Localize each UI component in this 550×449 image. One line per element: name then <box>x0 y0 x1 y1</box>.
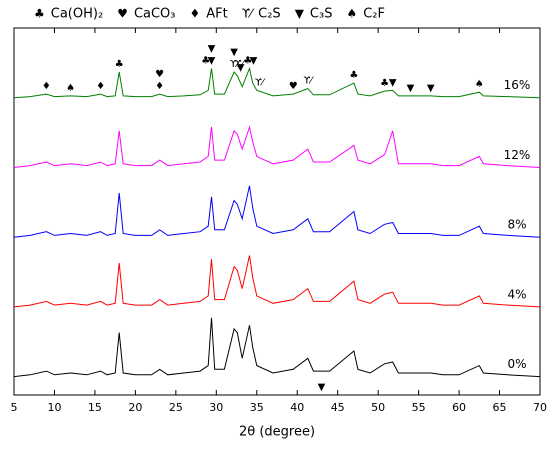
series-line <box>13 66 541 99</box>
peak-marker: ♦ <box>155 81 164 92</box>
peak-marker: ♥ <box>155 69 164 80</box>
legend-symbol: ♣ <box>34 7 45 21</box>
x-tick-label: 15 <box>88 401 102 414</box>
legend-label: C₂S <box>258 7 281 22</box>
x-axis-label: 2θ (degree) <box>239 425 315 440</box>
x-tick-label: 5 <box>11 401 18 414</box>
peak-marker: ♣ <box>115 59 124 70</box>
peak-marker: ▼ <box>208 43 216 54</box>
peak-marker: ▼ <box>237 63 245 74</box>
x-tick-label: 45 <box>331 401 345 414</box>
peak-marker: ϒ⁄ <box>235 59 246 70</box>
peak-marker: ♣ <box>380 78 389 89</box>
series-label: 8% <box>507 218 526 232</box>
peak-marker: ♣ <box>243 55 252 66</box>
legend-label: AFt <box>206 7 227 22</box>
series-label: 0% <box>507 357 526 371</box>
x-tick-label: 55 <box>412 401 426 414</box>
x-tick-label: 60 <box>452 401 466 414</box>
peak-marker: ϒ⁄ <box>255 77 266 88</box>
peak-marker: ▼ <box>389 77 397 88</box>
peak-marker: ▼ <box>427 83 435 94</box>
legend-label: Ca(OH)₂ <box>51 7 103 22</box>
peak-marker: ϒ⁄ <box>230 59 241 70</box>
x-tick-label: 70 <box>533 401 547 414</box>
peak-marker: ♣ <box>349 70 358 81</box>
peak-marker: ♠ <box>475 79 484 90</box>
series-line <box>13 317 541 378</box>
legend-symbol: ♦ <box>190 7 201 21</box>
series-line <box>13 255 541 308</box>
x-tick-label: 20 <box>128 401 142 414</box>
peak-marker: ♥ <box>289 81 298 92</box>
peak-marker: ▼ <box>407 83 415 94</box>
x-tick-label: 50 <box>371 401 385 414</box>
series-line <box>13 125 541 168</box>
legend-symbol: ♥ <box>117 7 128 21</box>
peak-marker: ϒ⁄ <box>303 76 314 87</box>
x-tick-label: 65 <box>493 401 507 414</box>
legend-label: C₃S <box>310 7 333 22</box>
x-tick-label: 35 <box>250 401 264 414</box>
peak-marker: ♠ <box>66 83 75 94</box>
series-line <box>13 185 541 238</box>
plot-frame <box>13 27 541 396</box>
legend-label: CaCO₃ <box>134 7 176 22</box>
legend-label: C₂F <box>363 7 385 22</box>
peak-marker: ♣ <box>201 55 210 66</box>
peak-marker: ▼ <box>250 55 258 66</box>
x-tick-label: 25 <box>169 401 183 414</box>
peak-marker: ♦ <box>96 81 105 92</box>
series-label: 4% <box>507 287 526 301</box>
peak-marker: ♦ <box>42 81 51 92</box>
legend-symbol: ▼ <box>295 7 305 21</box>
x-tick-label: 10 <box>47 401 61 414</box>
peak-marker: ▼ <box>208 55 216 66</box>
x-tick-label: 30 <box>209 401 223 414</box>
peak-marker: ▼ <box>318 382 326 393</box>
series-label: 12% <box>504 148 531 162</box>
peak-marker: ▼ <box>230 47 238 58</box>
series-label: 16% <box>504 78 531 92</box>
legend-symbol: ϒ⁄ <box>242 7 255 21</box>
legend-symbol: ♠ <box>346 7 357 21</box>
x-tick-label: 40 <box>290 401 304 414</box>
